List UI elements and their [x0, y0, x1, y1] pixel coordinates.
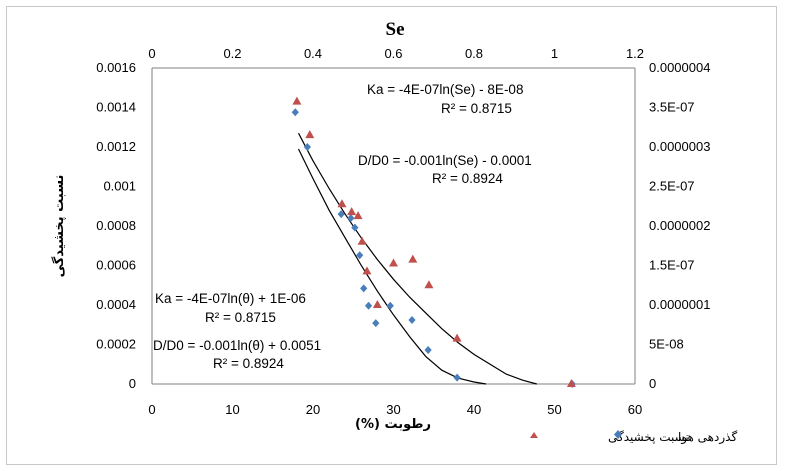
x-top-tick-label: 0.8 [465, 46, 483, 61]
y-left-tick-label: 0.0012 [96, 139, 136, 154]
top-ka-r2: R² = 0.8715 [441, 101, 512, 116]
x-top-tick-label: 0 [148, 46, 155, 61]
diffusion-ratio-point [424, 280, 434, 289]
air-permeability-point [356, 251, 364, 260]
x-bottom-tick-label: 0 [148, 402, 155, 417]
diffusion-ratio-point [452, 333, 462, 342]
air-permeability-point [303, 143, 311, 151]
diffusion-ratio-point [566, 379, 576, 387]
bottom-ka-equation: Ka = -4E-07ln(θ) + 1E-06 [155, 291, 306, 306]
x-bottom-tick-label: 60 [628, 402, 642, 417]
x-top-tick-label: 1 [551, 46, 558, 61]
legend-label-air-permeability: گذردهی هوا [678, 430, 737, 445]
diffusion-ratio-point [408, 254, 418, 263]
air-permeability-point [386, 301, 394, 310]
y-right-tick-label: 3.5E-07 [649, 100, 695, 115]
bottom-d-equation: D/D0 = -0.001ln(θ) + 0.0051 [153, 338, 321, 353]
diffusion-ratio-point [389, 258, 398, 267]
y-left-tick-label: 0.0006 [96, 258, 136, 273]
y-left-tick-label: 0.0014 [96, 100, 136, 115]
legend-triangle-marker [530, 432, 538, 438]
y-right-tick-label: 0.0000001 [649, 297, 710, 312]
air-permeability-point [364, 301, 373, 310]
diffusion-ratio-point [353, 211, 363, 220]
y-left-tick-label: 0.001 [103, 179, 136, 194]
air-permeability-point [372, 319, 380, 328]
plot-area [151, 67, 636, 385]
y-right-tick-label: 0.0000004 [649, 60, 710, 75]
air-permeability-point [291, 108, 299, 117]
y-left-tick-label: 0.0004 [96, 297, 136, 312]
x-top-tick-label: 0.2 [223, 46, 241, 61]
top-d-r2: R² = 0.8924 [432, 171, 503, 186]
y-right-tick-label: 0.0000002 [649, 218, 710, 233]
x-bottom-tick-label: 40 [467, 402, 481, 417]
x-top-tick-label: 1.2 [626, 46, 644, 61]
x-bottom-tick-label: 10 [225, 402, 239, 417]
top-d-equation: D/D0 = -0.001ln(Se) - 0.0001 [358, 153, 532, 168]
diffusion-ratio-point [362, 266, 372, 275]
top-ka-equation: Ka = -4E-07ln(Se) - 8E-08 [367, 82, 523, 97]
chart-title: Se [386, 19, 405, 40]
y-right-tick-label: 0 [649, 376, 656, 391]
y-right-tick-label: 1.5E-07 [649, 258, 695, 273]
diffusion-ratio-point [347, 207, 357, 216]
y-right-tick-label: 5E-08 [649, 337, 684, 352]
air-permeability-point [408, 316, 416, 325]
air-permeability-point [424, 346, 432, 355]
air-permeability-point [351, 223, 359, 232]
diffusion-ratio-point [305, 130, 315, 139]
diffusion-ratio-point [337, 199, 347, 208]
air-permeability-point [453, 373, 461, 382]
x-bottom-tick-label: 30 [386, 402, 400, 417]
x-top-tick-label: 0.4 [304, 46, 322, 61]
x-bottom-tick-label: 50 [547, 402, 561, 417]
data-points [291, 96, 576, 388]
chart-frame [6, 6, 777, 465]
diffusion-ratio-point [372, 300, 382, 308]
legend: نسبت پخشیدگی گذردهی هوا [530, 430, 737, 445]
bottom-ka-r2: R² = 0.8715 [205, 310, 276, 325]
legend-diamond-marker [614, 430, 622, 439]
air-permeability-point [360, 284, 368, 293]
air-permeability-point [347, 214, 355, 223]
x-bottom-tick-label: 20 [306, 402, 320, 417]
tick-labels: 0 10 20 30 40 50 60 0 0.2 0.4 0.6 0.8 1 1.2 0 0.0002 0.0… [96, 46, 710, 417]
legend-label-diffusion: نسبت پخشیدگی [608, 430, 689, 444]
trendline-d-d0 [297, 132, 537, 385]
x-top-tick-label: 0.6 [384, 46, 402, 61]
y-right-tick-label: 2.5E-07 [649, 179, 695, 194]
y-right-tick-label: 0.0000003 [649, 139, 710, 154]
y-axis-label: نسبت پخشیدگی [51, 175, 67, 278]
y-left-tick-label: 0 [129, 376, 136, 391]
y-left-tick-label: 0.0016 [96, 60, 136, 75]
y-left-tick-label: 0.0002 [96, 337, 136, 352]
y-left-tick-label: 0.0008 [96, 218, 136, 233]
air-permeability-point [337, 210, 345, 219]
diffusion-ratio-point [292, 96, 302, 105]
x-axis-label: رطوبت (%) [355, 417, 431, 432]
diffusion-ratio-point [357, 236, 367, 245]
bottom-d-r2: R² = 0.8924 [213, 356, 284, 371]
